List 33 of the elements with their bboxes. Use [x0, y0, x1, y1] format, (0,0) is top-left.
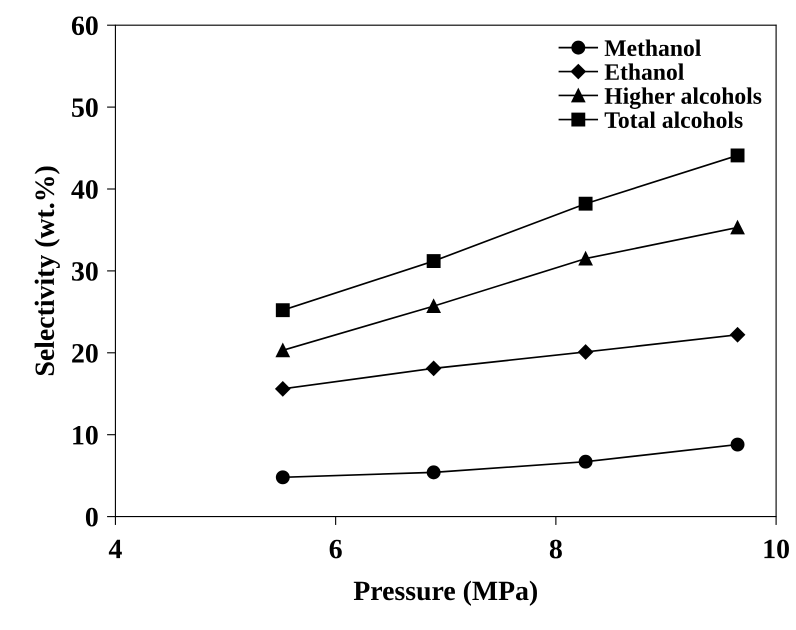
point	[578, 454, 593, 469]
point	[276, 303, 290, 318]
y-axis-title: Selectivity (wt.%)	[34, 166, 60, 376]
y-tick-label: 50	[72, 98, 98, 118]
point	[730, 148, 745, 162]
point	[730, 438, 745, 452]
legend-label: Total alcohols	[604, 111, 743, 128]
x-tick-label: 6	[330, 540, 342, 558]
point	[426, 299, 441, 314]
legend-label: Methanol	[604, 40, 701, 56]
point	[578, 344, 594, 360]
y-tick-label: 20	[72, 344, 98, 363]
legend-label: Higher alcohols	[604, 87, 762, 109]
point	[730, 327, 746, 342]
y-tick-label: 60	[72, 16, 98, 36]
y-tick-label: 30	[72, 262, 98, 281]
y-tick-label: 40	[71, 180, 98, 199]
point	[275, 381, 290, 396]
y-tick-label: 10	[73, 426, 98, 445]
x-tick-label: 10	[764, 540, 789, 558]
x-tick-label: 8	[550, 540, 562, 558]
point	[578, 252, 593, 266]
x-axis-title: Pressure (MPa)	[354, 580, 537, 606]
point	[276, 343, 290, 358]
point	[578, 196, 593, 211]
point	[426, 465, 441, 480]
y-tick-label: 0	[86, 508, 98, 527]
point	[426, 254, 441, 268]
point	[426, 360, 442, 376]
point	[730, 220, 745, 234]
legend-label: Ethanol	[604, 63, 684, 80]
point	[276, 470, 290, 484]
x-tick-label: 4	[108, 540, 122, 558]
